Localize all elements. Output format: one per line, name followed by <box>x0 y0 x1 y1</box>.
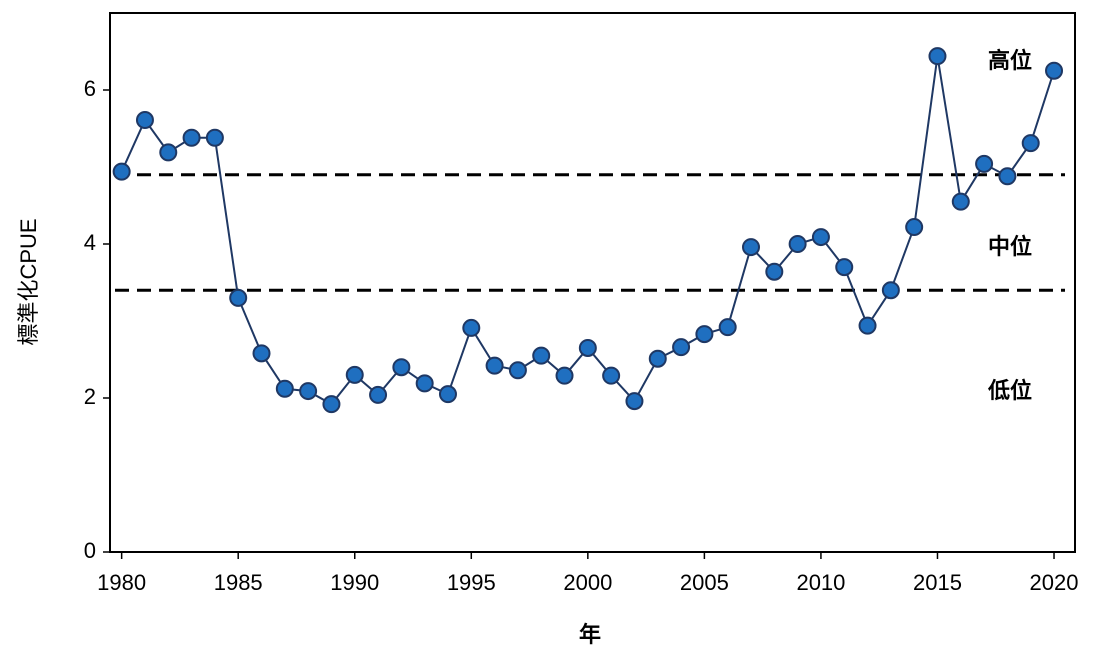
data-point <box>299 382 318 401</box>
data-point <box>858 316 877 335</box>
data-point <box>369 385 388 404</box>
data-point <box>648 349 667 368</box>
data-point <box>602 366 621 385</box>
data-point <box>485 356 504 375</box>
data-point <box>462 318 481 337</box>
data-point <box>229 288 248 307</box>
data-point <box>415 374 434 393</box>
level-label: 高位 <box>988 48 1032 74</box>
x-tick-label: 2010 <box>796 570 845 595</box>
data-point <box>765 262 784 281</box>
level-label: 中位 <box>988 234 1032 260</box>
data-point <box>951 192 970 211</box>
data-point <box>135 111 154 130</box>
x-axis-label: 年 <box>579 622 601 648</box>
data-point <box>438 385 457 404</box>
data-point <box>998 167 1017 186</box>
data-point <box>928 47 947 66</box>
data-point <box>905 218 924 237</box>
x-tick-label: 2000 <box>563 570 612 595</box>
x-tick-label: 1985 <box>214 570 263 595</box>
data-point <box>322 395 341 414</box>
y-tick-label: 6 <box>84 76 96 101</box>
level-label: 低位 <box>987 378 1032 404</box>
data-point <box>625 392 644 411</box>
data-point <box>672 338 691 357</box>
x-tick-label: 2015 <box>913 570 962 595</box>
data-point <box>205 128 224 147</box>
data-point <box>112 162 131 181</box>
data-point <box>182 128 201 147</box>
data-point <box>508 361 527 380</box>
data-point <box>881 281 900 300</box>
data-point <box>345 365 364 384</box>
data-point <box>275 379 294 398</box>
y-axis-label: 標準化CPUE <box>16 218 41 345</box>
data-point <box>811 228 830 247</box>
data-point <box>835 258 854 277</box>
data-point <box>718 318 737 337</box>
data-point <box>159 143 178 162</box>
data-point <box>975 154 994 173</box>
data-point <box>532 346 551 365</box>
y-tick-label: 0 <box>84 538 96 563</box>
x-tick-label: 2020 <box>1030 570 1079 595</box>
plot-frame <box>109 12 1076 553</box>
data-point <box>392 358 411 377</box>
data-point <box>742 238 761 257</box>
data-point <box>1021 134 1040 153</box>
data-point <box>788 235 807 253</box>
data-point <box>252 344 271 363</box>
x-tick-label: 1980 <box>97 570 146 595</box>
y-tick-label: 2 <box>84 384 96 409</box>
data-point <box>695 325 714 344</box>
data-point <box>1045 61 1064 80</box>
data-point <box>578 338 597 357</box>
data-point <box>555 366 574 385</box>
x-tick-label: 1990 <box>330 570 379 595</box>
x-tick-label: 2005 <box>680 570 729 595</box>
x-tick-label: 1995 <box>447 570 496 595</box>
y-tick-label: 4 <box>84 230 96 255</box>
